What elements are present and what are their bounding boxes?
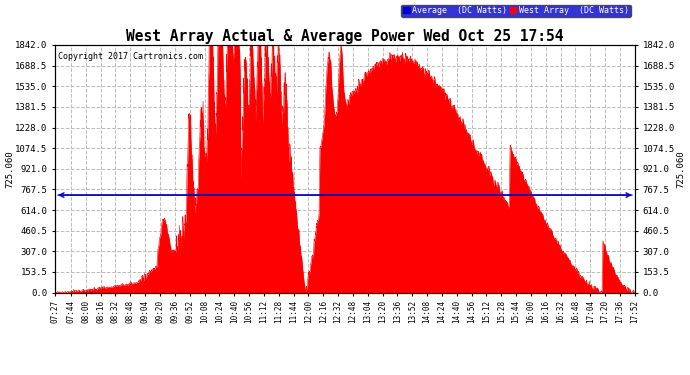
Y-axis label: 725.060: 725.060 [5, 150, 14, 188]
Y-axis label: 725.060: 725.060 [676, 150, 685, 188]
Legend: Average  (DC Watts), West Array  (DC Watts): Average (DC Watts), West Array (DC Watts… [402, 4, 631, 17]
Text: Copyright 2017 Cartronics.com: Copyright 2017 Cartronics.com [58, 53, 203, 62]
Title: West Array Actual & Average Power Wed Oct 25 17:54: West Array Actual & Average Power Wed Oc… [126, 29, 564, 44]
